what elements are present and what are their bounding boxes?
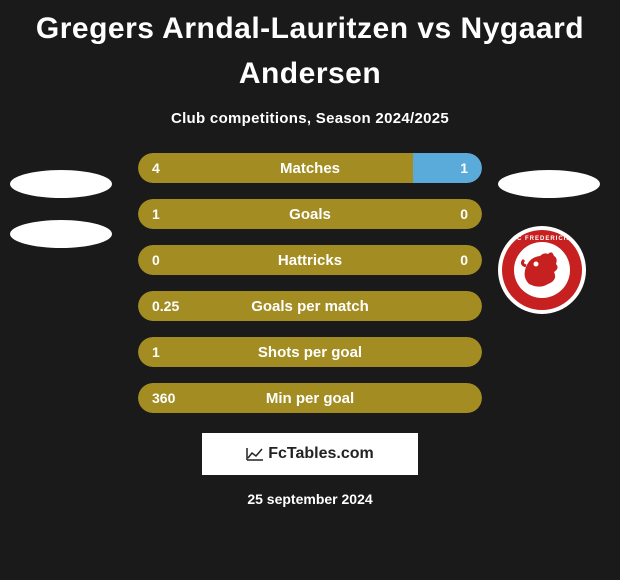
stat-row: 1 Shots per goal (138, 337, 482, 367)
stat-value-right: 0 (460, 206, 468, 222)
stat-row: 4 Matches 1 (138, 153, 482, 183)
player-badge-left-1 (10, 170, 112, 198)
left-badges (10, 170, 112, 248)
player-badge-left-2 (10, 220, 112, 248)
stat-label: Shots per goal (258, 344, 362, 361)
stat-value-left: 0.25 (152, 298, 179, 314)
stat-label: Goals per match (251, 298, 369, 315)
stat-value-left: 4 (152, 160, 160, 176)
stat-row: 1 Goals 0 (138, 199, 482, 229)
stat-label: Goals (289, 206, 331, 223)
brand-label: FcTables.com (268, 445, 374, 463)
stat-value-left: 360 (152, 390, 175, 406)
rooster-icon (514, 242, 570, 298)
stat-row: 0 Hattricks 0 (138, 245, 482, 275)
stat-value-right: 1 (460, 160, 468, 176)
subtitle: Club competitions, Season 2024/2025 (171, 110, 449, 127)
stat-value-left: 1 (152, 206, 160, 222)
stat-fill-right (413, 153, 482, 183)
stat-label: Hattricks (278, 252, 342, 269)
stat-row: 360 Min per goal (138, 383, 482, 413)
stat-label: Min per goal (266, 390, 354, 407)
stat-value-left: 1 (152, 344, 160, 360)
player-badge-right-1 (498, 170, 600, 198)
page-title: Gregers Arndal-Lauritzen vs Nygaard Ande… (0, 6, 620, 96)
date-label: 25 september 2024 (247, 491, 372, 507)
club-crest: FC FREDERICIA (498, 226, 586, 314)
stat-value-right: 0 (460, 252, 468, 268)
right-badges: FC FREDERICIA (498, 170, 600, 314)
brand-box[interactable]: FcTables.com (202, 433, 418, 475)
stat-row: 0.25 Goals per match (138, 291, 482, 321)
stat-label: Matches (280, 160, 340, 177)
stat-value-left: 0 (152, 252, 160, 268)
stat-fill-left (138, 153, 413, 183)
chart-icon (246, 447, 264, 461)
